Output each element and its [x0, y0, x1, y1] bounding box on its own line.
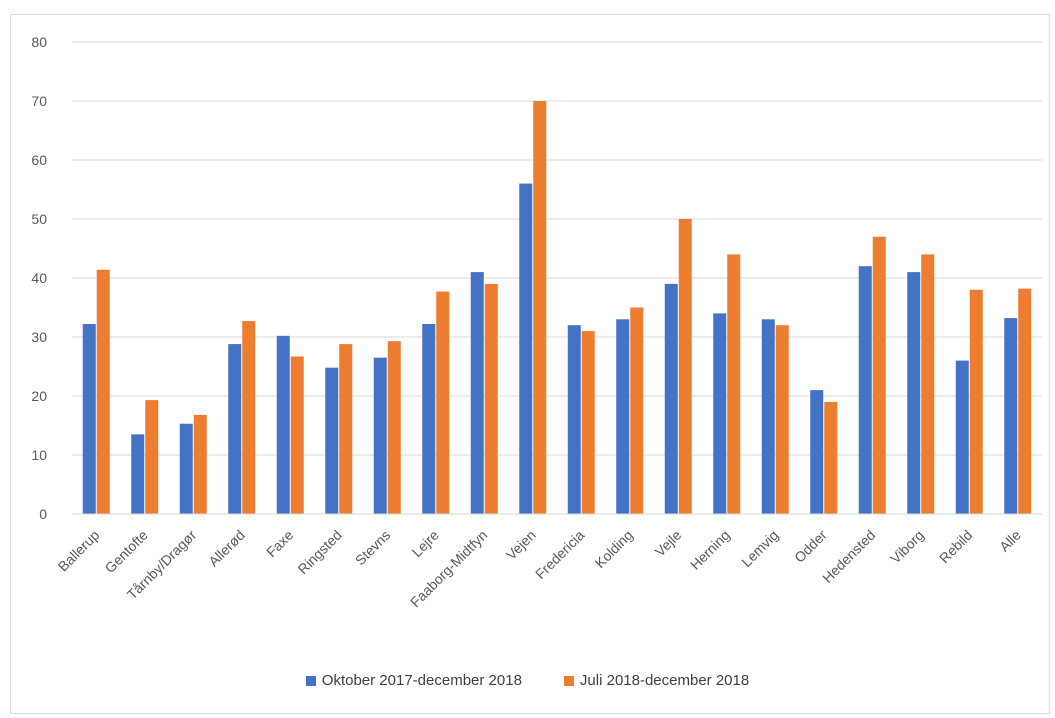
bar-series-1	[907, 272, 921, 514]
y-tick-label: 30	[31, 329, 47, 345]
x-tick-label: Odder	[791, 527, 830, 566]
x-tick-label: Allerød	[205, 527, 248, 570]
bar-series-1	[761, 319, 775, 514]
bar-series-2	[824, 401, 838, 514]
bar-series-2	[678, 219, 692, 514]
x-tick-label: Kolding	[592, 527, 636, 571]
x-tick-label: Vejle	[652, 527, 685, 560]
bar-series-1	[955, 360, 969, 514]
y-axis-ticks: 0 10 20 30 40 50 60 70 80	[31, 34, 47, 522]
x-tick-label: Hedensted	[819, 527, 878, 586]
bar-series-1	[519, 183, 533, 514]
bar-series-2	[484, 283, 498, 514]
bar-series-2	[96, 269, 110, 514]
y-tick-label: 10	[31, 447, 47, 463]
x-tick-label: Gentofte	[102, 527, 151, 576]
bar-series-2	[1018, 288, 1032, 514]
x-tick-label: Lejre	[409, 527, 442, 560]
y-tick-label: 20	[31, 388, 47, 404]
bar-series-1	[276, 335, 290, 514]
y-tick-label: 70	[31, 93, 47, 109]
x-tick-label: Ballerup	[55, 527, 103, 575]
bar-series-2	[145, 400, 159, 514]
bar-series-2	[387, 341, 401, 514]
bar-series-1	[713, 313, 727, 514]
bar-series-2	[727, 254, 741, 514]
bar-series-1	[82, 324, 96, 514]
y-tick-label: 0	[39, 506, 47, 522]
x-tick-label: Viborg	[887, 527, 927, 567]
bar-series-1	[228, 344, 242, 514]
x-tick-label: Ringsted	[294, 527, 344, 577]
bar-series-2	[290, 356, 304, 514]
bar-series-1	[858, 266, 872, 514]
gridlines	[72, 41, 1042, 456]
bar-series-1	[179, 423, 193, 514]
y-tick-label: 40	[31, 270, 47, 286]
bar-series-1	[325, 367, 339, 514]
bar-series-1	[810, 390, 824, 514]
bar-series-2	[242, 321, 256, 514]
bar-series-2	[339, 344, 353, 514]
y-tick-label: 60	[31, 152, 47, 168]
bar-series-1	[131, 434, 145, 514]
x-tick-label: Faxe	[263, 527, 296, 560]
legend-item-series-2: Juli 2018-december 2018	[563, 672, 750, 689]
x-tick-label: Lemvig	[738, 527, 781, 570]
x-tick-label: Herning	[687, 527, 733, 573]
legend-label-series-2: Juli 2018-december 2018	[579, 672, 750, 689]
bar-series-1	[470, 272, 484, 514]
x-tick-label: Vejen	[503, 527, 539, 563]
bar-series-1	[422, 324, 436, 514]
bar-series-1	[1004, 318, 1018, 514]
x-tick-label: Alle	[996, 527, 1024, 555]
legend-swatch-series-2	[563, 675, 574, 686]
bar-series-1	[567, 325, 581, 514]
y-tick-label: 50	[31, 211, 47, 227]
x-tick-label: Stevns	[352, 527, 394, 569]
bar-series-2	[969, 289, 983, 514]
legend-item-series-1: Oktober 2017-december 2018	[305, 672, 522, 689]
bar-series-1	[664, 283, 678, 514]
bar-series-2	[872, 236, 886, 514]
x-tick-label: Fredericia	[532, 527, 587, 582]
bar-series-2	[775, 325, 789, 514]
legend: Oktober 2017-december 2018 Juli 2018-dec…	[0, 672, 1055, 689]
bar-series-2	[436, 291, 450, 514]
legend-label-series-1: Oktober 2017-december 2018	[321, 672, 522, 689]
legend-swatch-series-1	[305, 675, 316, 686]
bars	[82, 101, 1032, 514]
x-tick-label: Rebild	[936, 527, 975, 566]
bar-series-2	[921, 254, 935, 514]
y-tick-label: 80	[31, 34, 47, 50]
bar-series-2	[193, 414, 207, 514]
bar-series-1	[616, 319, 630, 514]
bar-series-2	[630, 307, 644, 514]
bar-series-2	[581, 331, 595, 514]
bar-series-2	[533, 101, 547, 514]
bar-series-1	[373, 357, 387, 514]
